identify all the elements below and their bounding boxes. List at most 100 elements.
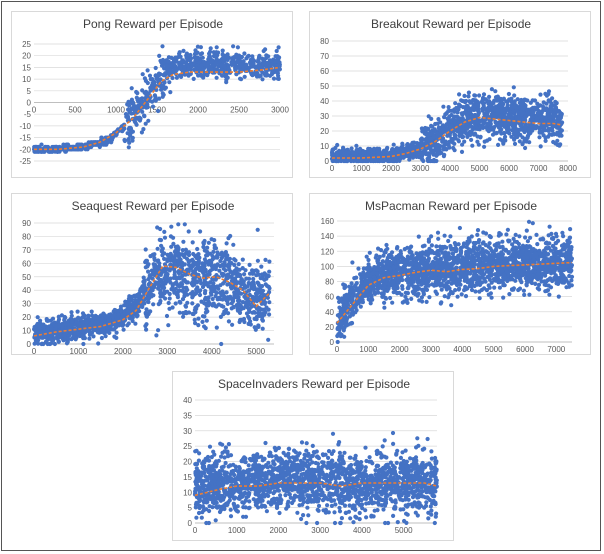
data-point [87,336,92,341]
data-point [464,107,469,112]
data-point [255,227,260,232]
data-point [405,153,410,158]
data-point [162,256,167,261]
data-point [557,126,562,131]
data-point [198,229,203,234]
data-point [215,67,220,72]
data-point [164,313,170,319]
data-point [127,100,132,105]
data-point [231,242,236,247]
data-point [425,132,430,137]
data-point [177,276,182,281]
data-point [256,282,262,288]
data-point [464,103,469,108]
data-point [173,301,178,306]
data-point [226,55,231,61]
data-point [159,87,164,92]
y-tick-label: 120 [321,247,335,256]
data-point [55,149,60,154]
data-point [260,326,265,331]
data-point [465,134,470,139]
data-point [214,75,219,80]
data-point [489,105,494,110]
data-point [273,54,278,59]
x-tick-label: 0 [335,345,340,354]
data-point [242,74,247,79]
data-point [83,329,88,334]
x-tick-label: 0 [32,106,37,115]
data-point [197,292,203,298]
data-point [133,321,138,326]
data-point [218,296,223,302]
data-point [193,261,199,266]
data-point [170,258,175,263]
data-point [452,148,457,153]
data-point [506,121,511,126]
data-point [238,76,243,81]
data-point [143,121,148,126]
data-point [212,63,217,68]
data-point [177,299,182,304]
data-point [391,142,396,147]
data-point [172,269,177,275]
data-point [243,303,248,308]
data-point [530,98,535,103]
data-point [473,289,478,294]
data-point [142,279,147,284]
y-tick-label: 40 [325,308,334,317]
data-point [203,326,208,331]
data-point [182,64,187,69]
data-point [420,129,425,134]
data-point [543,91,548,96]
data-point [166,55,171,60]
data-point [63,315,68,320]
trend-line [34,66,281,151]
data-point [425,158,431,164]
data-point [195,285,200,290]
data-point [457,92,462,97]
data-point [186,262,192,267]
data-point [540,115,545,120]
x-tick-label: 5000 [485,345,503,354]
data-point [140,88,145,93]
data-point [240,257,245,262]
data-point [260,56,265,61]
data-point [447,132,452,137]
data-point [210,257,215,262]
data-point [236,262,241,267]
data-point [140,109,145,114]
data-point [99,135,104,140]
y-tick-label: 15 [22,63,31,72]
data-point [137,291,142,296]
data-point [164,271,169,276]
data-point [254,292,259,297]
data-point [435,131,440,136]
data-point [481,92,487,97]
chart-title: Breakout Reward per Episode [371,17,531,31]
data-point [366,152,371,157]
data-point [197,265,202,270]
data-point [464,98,469,104]
data-point [49,341,54,346]
y-tick-label: -15 [19,134,31,143]
data-point [267,259,272,264]
data-point [437,125,442,130]
data-point [429,123,434,128]
data-point [470,114,475,119]
data-point [195,44,200,49]
y-tick-label: 0 [330,338,335,347]
data-point [188,61,193,66]
data-point [263,293,268,298]
y-tick-label: 10 [22,327,31,336]
data-point [202,273,207,278]
data-point [501,102,506,107]
data-point [74,335,79,340]
data-point [178,67,184,72]
x-tick-label: 7000 [530,164,548,173]
x-tick-label: 2500 [230,106,248,115]
data-point [257,53,262,59]
data-point [52,341,58,347]
data-point [478,135,483,140]
data-point [158,226,163,232]
data-point [498,120,503,125]
